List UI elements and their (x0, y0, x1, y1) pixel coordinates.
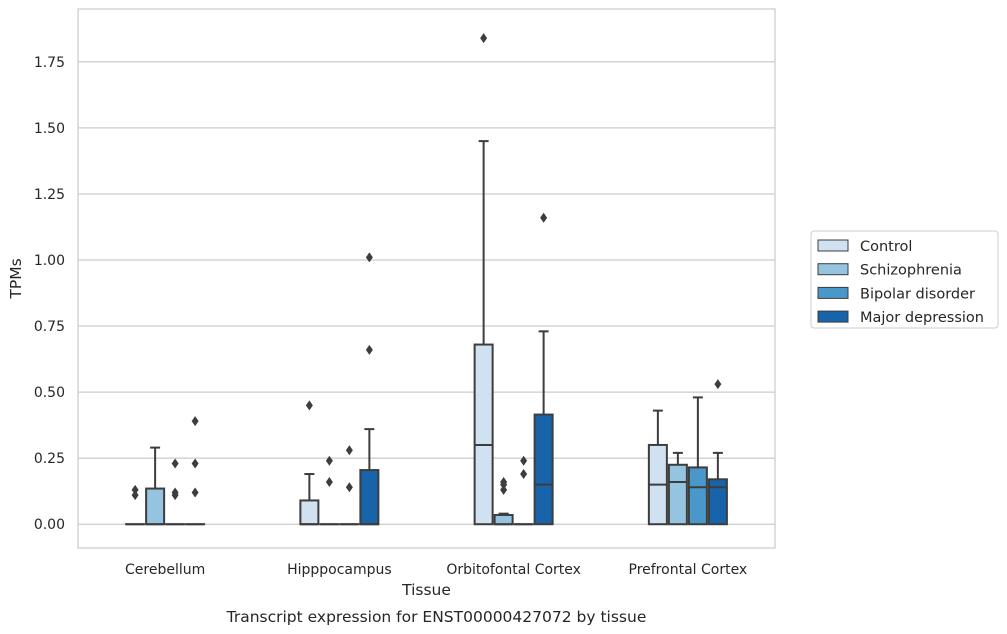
chart-caption: Transcript expression for ENST0000042707… (226, 608, 647, 626)
outlier-point (500, 476, 508, 487)
outlier-point (191, 487, 199, 498)
legend-swatch (817, 310, 849, 323)
box (533, 413, 554, 526)
y-tick-label: 1.50 (34, 121, 65, 137)
legend-swatch (817, 263, 849, 276)
outlier-point (714, 379, 722, 390)
outlier-point (520, 455, 528, 466)
box (473, 343, 494, 526)
box (359, 469, 380, 526)
x-tick-label: Hipppocampus (287, 562, 392, 578)
plot-area-frame (77, 8, 776, 549)
outlier-point (191, 416, 199, 427)
box-group (513, 455, 534, 526)
box-group (533, 212, 554, 526)
outlier-point (171, 458, 179, 469)
outlier-point (480, 33, 488, 44)
box-group (299, 400, 320, 526)
box-group (493, 476, 514, 526)
legend-swatch (817, 239, 849, 252)
legend-label: Major depression (860, 310, 984, 326)
box-group (687, 396, 708, 526)
y-axis-label: TPMs (7, 258, 25, 299)
legend-label: Control (860, 239, 912, 255)
box-group (473, 33, 494, 526)
x-tick-label: Orbitofontal Cortex (446, 562, 581, 578)
y-tick-label: 1.25 (34, 187, 65, 203)
outlier-point (520, 469, 528, 480)
legend-label: Bipolar disorder (860, 286, 975, 302)
box-group (165, 458, 186, 526)
box (493, 513, 514, 526)
outlier-point (540, 212, 548, 223)
y-axis-ticks: 0.00 0.25 0.50 0.75 1.00 1.25 1.50 1.75 (34, 55, 65, 533)
y-tick-label: 1.75 (34, 55, 65, 71)
outlier-point (500, 484, 508, 495)
outlier-point (305, 400, 313, 411)
box-group (125, 484, 146, 526)
y-tick-label: 0.00 (34, 517, 65, 533)
outlier-point (345, 482, 353, 493)
y-tick-label: 0.25 (34, 451, 65, 467)
outlier-point (345, 445, 353, 456)
outlier-point (131, 490, 139, 501)
y-tick-label: 1.00 (34, 253, 65, 269)
y-tick-label: 0.75 (34, 319, 65, 335)
box-group (707, 379, 728, 526)
box (667, 463, 688, 526)
x-tick-label: Cerebellum (125, 562, 205, 578)
outlier-point (365, 344, 373, 355)
outlier-point (325, 455, 333, 466)
box-group (647, 409, 668, 526)
legend: Control Schizophrenia Bipolar disorder Majo… (810, 230, 999, 329)
box-group (339, 445, 360, 526)
legend-label: Schizophrenia (860, 263, 962, 279)
y-tick-label: 0.50 (34, 385, 65, 401)
box-group (145, 446, 166, 526)
boxes (125, 33, 728, 526)
outlier-point (131, 484, 139, 495)
box-group (359, 252, 380, 526)
box-group (319, 455, 340, 526)
x-axis-ticks: Cerebellum Hipppocampus Orbitofontal Corte… (125, 562, 747, 578)
box (145, 487, 166, 526)
box (299, 499, 320, 526)
box-group (185, 416, 206, 526)
legend-swatch (817, 286, 849, 299)
box-group (667, 451, 688, 526)
outlier-point (171, 487, 179, 498)
box (687, 466, 708, 526)
gridlines (78, 61, 775, 525)
outlier-point (191, 458, 199, 469)
outlier-point (325, 476, 333, 487)
box (707, 478, 728, 526)
x-tick-label: Prefrontal Cortex (629, 562, 748, 578)
x-axis-label: Tissue (401, 581, 451, 599)
legend-frame (810, 230, 999, 329)
outlier-point (365, 252, 373, 263)
